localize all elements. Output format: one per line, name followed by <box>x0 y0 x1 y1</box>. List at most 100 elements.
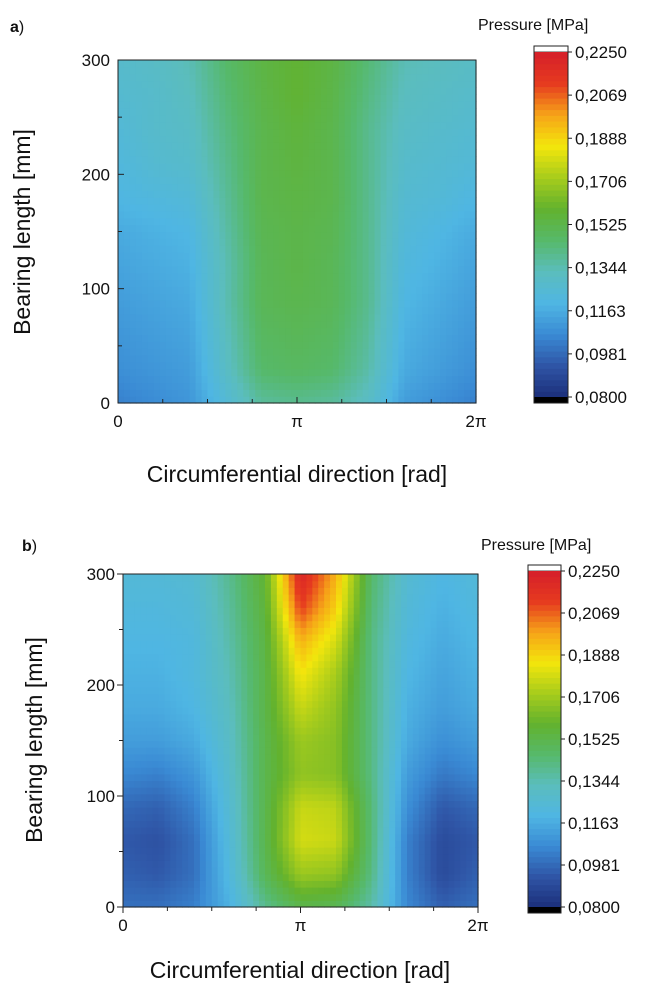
heatmap-cell <box>205 760 213 768</box>
heatmap-cell <box>229 593 237 602</box>
heatmap-cell <box>410 341 417 349</box>
heatmap-cell <box>211 800 219 808</box>
heatmap-cell <box>314 156 322 164</box>
heatmap-cell <box>194 847 201 855</box>
heatmap-cell <box>123 680 130 688</box>
heatmap-cell <box>338 101 346 109</box>
heatmap-cell <box>219 231 226 239</box>
heatmap-cell <box>189 108 197 116</box>
heatmap-cell <box>235 733 242 742</box>
heatmap-cell <box>194 840 201 848</box>
heatmap-cell <box>164 613 171 622</box>
heatmap-cell <box>267 190 274 198</box>
heatmap-cell <box>279 60 286 68</box>
heatmap-cell <box>350 101 358 109</box>
heatmap-cell <box>356 197 364 205</box>
heatmap-cell <box>152 607 160 615</box>
heatmap-cell <box>229 667 237 675</box>
heatmap-cell <box>189 162 197 171</box>
heatmap-cell <box>153 60 161 68</box>
heatmap-cell <box>171 341 179 349</box>
heatmap-cell <box>344 66 352 75</box>
heatmap-cell <box>235 620 242 628</box>
heatmap-cell <box>458 300 465 308</box>
heatmap-cell <box>241 600 248 608</box>
heatmap-cell <box>199 807 207 815</box>
heatmap-cell <box>213 375 221 384</box>
heatmap-cell <box>159 238 167 246</box>
heatmap-cell <box>422 382 429 390</box>
heatmap-cell <box>141 313 149 322</box>
heatmap-cell <box>231 94 238 102</box>
heatmap-cell <box>118 348 125 356</box>
heatmap-cell <box>243 286 250 294</box>
heatmap-cell <box>247 853 254 861</box>
heatmap-cell <box>297 94 304 102</box>
heatmap-cell <box>146 613 154 622</box>
colorbar-tick-label: 0,2069 <box>575 86 627 105</box>
heatmap-cell <box>146 773 154 782</box>
heatmap-cell <box>235 887 242 895</box>
heatmap-cell <box>285 313 292 322</box>
heatmap-cell <box>279 183 286 191</box>
heatmap-cell <box>199 680 207 688</box>
colorbar-segment <box>534 69 568 76</box>
heatmap-cell <box>223 820 231 828</box>
heatmap-cell <box>241 580 248 588</box>
heatmap-cell <box>255 341 262 349</box>
heatmap-cell <box>207 341 215 349</box>
heatmap-cell <box>452 354 459 363</box>
heatmap-cell <box>141 348 149 356</box>
heatmap-cell <box>356 313 364 322</box>
heatmap-cell <box>368 190 376 198</box>
heatmap-cell <box>434 108 441 116</box>
heatmap-cell <box>201 231 209 239</box>
heatmap-cell <box>291 382 298 390</box>
heatmap-cell <box>182 773 189 782</box>
heatmap-cell <box>141 169 149 178</box>
heatmap-cell <box>199 873 207 881</box>
heatmap-cell <box>318 740 325 748</box>
heatmap-cell <box>410 238 417 246</box>
heatmap-cell <box>237 197 244 205</box>
heatmap-cell <box>302 169 310 178</box>
heatmap-cell <box>470 197 477 205</box>
heatmap-cell <box>440 135 447 143</box>
heatmap-cell <box>129 293 137 301</box>
heatmap-cell <box>386 217 394 226</box>
heatmap-cell <box>134 713 142 722</box>
heatmap-cell <box>282 580 290 588</box>
heatmap-cell <box>416 162 423 171</box>
heatmap-cell <box>235 707 242 715</box>
heatmap-cell <box>249 162 256 171</box>
heatmap-cell <box>171 286 179 294</box>
heatmap-cell <box>285 231 292 239</box>
heatmap-cell <box>176 847 183 855</box>
heatmap-cell <box>470 341 477 349</box>
heatmap-cell <box>211 820 219 828</box>
heatmap-cell <box>410 252 417 260</box>
heatmap-cell <box>410 361 417 370</box>
heatmap-cell <box>380 306 388 315</box>
heatmap-cell <box>199 827 207 835</box>
heatmap-cell <box>282 647 290 655</box>
heatmap-cell <box>183 80 191 89</box>
heatmap-cell <box>182 574 189 582</box>
heatmap-cell <box>297 245 304 253</box>
heatmap-cell <box>380 204 388 212</box>
heatmap-cell <box>135 375 143 384</box>
heatmap-cell <box>452 272 459 281</box>
heatmap-cell <box>140 840 148 848</box>
heatmap-cell <box>219 60 226 68</box>
heatmap-cell <box>170 867 177 875</box>
heatmap-cell <box>404 279 411 287</box>
heatmap-cell <box>141 142 149 150</box>
heatmap-cell <box>341 793 349 802</box>
heatmap-cell <box>267 258 274 267</box>
heatmap-cell <box>308 60 316 68</box>
heatmap-cell <box>452 348 459 356</box>
heatmap-cell <box>171 265 179 274</box>
heatmap-cell <box>213 114 221 123</box>
heatmap-cell <box>223 574 231 582</box>
heatmap-cell <box>282 693 290 702</box>
